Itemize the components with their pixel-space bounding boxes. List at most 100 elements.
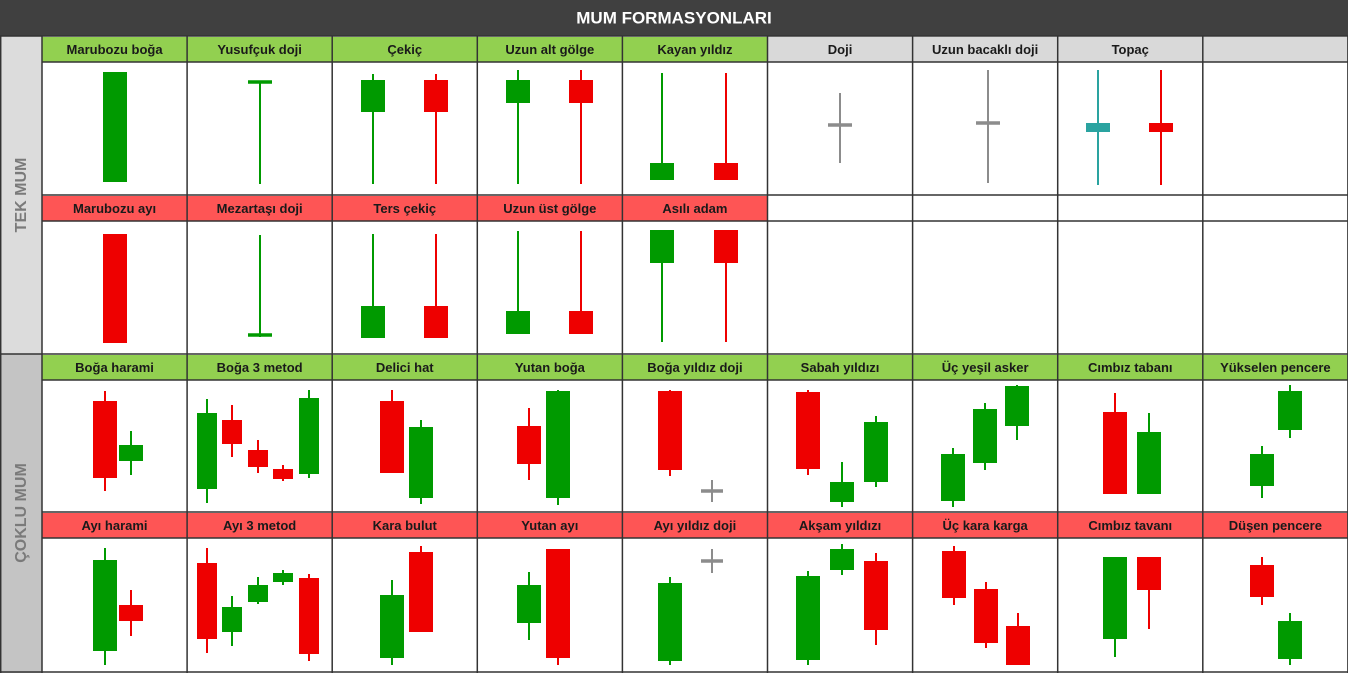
candle-body: [517, 585, 541, 623]
pattern-label: Asılı adam: [662, 201, 727, 216]
cell: [912, 221, 1058, 354]
header-cell: [912, 37, 1058, 62]
cell: [332, 380, 478, 512]
pattern-label: Mezartaşı doji: [217, 201, 303, 216]
header-cell: [767, 513, 913, 538]
pattern-label: Yutan boğa: [515, 360, 586, 375]
candle-body: [273, 469, 293, 479]
header-cell: [477, 37, 623, 62]
candle-body: [864, 561, 888, 630]
header-cell: [187, 37, 333, 62]
cell: [477, 221, 623, 354]
candle-body: [517, 426, 541, 464]
header-cell: [477, 355, 623, 380]
candle-body: [1103, 557, 1127, 639]
header-cell: [912, 513, 1058, 538]
candle-body: [796, 392, 820, 469]
candle-body: [409, 552, 433, 632]
cell: [1202, 62, 1348, 195]
pattern-label: Topaç: [1112, 42, 1149, 57]
header-cell: [912, 355, 1058, 380]
header-cell: [1057, 355, 1203, 380]
candle-body: [1005, 386, 1029, 426]
candle-body: [222, 420, 242, 444]
cell: [622, 221, 768, 354]
candle-body: [569, 311, 593, 334]
pattern-label: Uzun alt gölge: [505, 42, 594, 57]
candle-body: [830, 482, 854, 502]
pattern-label: Uzun üst gölge: [503, 201, 596, 216]
header-cell: [1057, 513, 1203, 538]
cell: [332, 538, 478, 672]
pattern-label: Doji: [828, 42, 853, 57]
pattern-label: Üç yeşil asker: [942, 360, 1029, 375]
title: MUM FORMASYONLARI: [576, 8, 771, 27]
candle-body: [361, 80, 385, 112]
pattern-label: Cımbız tavanı: [1088, 518, 1172, 533]
candle-body: [299, 398, 319, 474]
pattern-label: Uzun bacaklı doji: [932, 42, 1038, 57]
candle-body: [103, 234, 127, 343]
pattern-label: Ayı yıldız doji: [654, 518, 737, 533]
candle-body: [796, 576, 820, 660]
section-label: ÇOKLU MUM: [13, 463, 30, 563]
candle-body: [1137, 432, 1161, 494]
cell: [1057, 380, 1203, 512]
candle-body: [197, 413, 217, 489]
header-cell: [332, 355, 478, 380]
cell: [622, 380, 768, 512]
header-cell: [332, 37, 478, 62]
pattern-label: Boğa yıldız doji: [647, 360, 742, 375]
pattern-label: Ayı 3 metod: [223, 518, 296, 533]
cell: [1057, 221, 1203, 354]
header-cell: [622, 513, 768, 538]
candle-body: [1137, 557, 1161, 590]
candle-body: [942, 551, 966, 598]
candle-body: [119, 605, 143, 621]
candle-body: [714, 163, 738, 180]
pattern-label: Cımbız tabanı: [1088, 360, 1173, 375]
header-cell: [1202, 196, 1348, 221]
candle-body: [506, 80, 530, 103]
candle-body: [248, 450, 268, 467]
candle-body: [273, 573, 293, 582]
header-cell: [622, 37, 768, 62]
candle-body: [1250, 565, 1274, 597]
candle-body: [248, 585, 268, 602]
title-bar: [0, 0, 1348, 36]
pattern-label: Ters çekiç: [373, 201, 436, 216]
candle-body: [93, 560, 117, 651]
candle-body: [93, 401, 117, 478]
cell: [622, 538, 768, 672]
section-band: [0, 354, 42, 673]
candle-body: [380, 401, 404, 473]
candle-body: [941, 454, 965, 501]
header-cell: [1057, 37, 1203, 62]
header-cell: [622, 355, 768, 380]
cell: [332, 62, 478, 195]
cell: [1202, 221, 1348, 354]
header-cell: [622, 196, 768, 221]
candle-body: [103, 72, 127, 182]
cell: [1057, 538, 1203, 672]
candle-body: [650, 230, 674, 263]
pattern-label: Yusufçuk doji: [217, 42, 302, 57]
pattern-label: Çekiç: [387, 42, 422, 57]
header-cell: [1202, 355, 1348, 380]
candle-body: [650, 163, 674, 180]
candle-body: [1086, 123, 1110, 132]
header-cell: [332, 196, 478, 221]
candle-body: [973, 409, 997, 463]
candle-body: [361, 306, 385, 338]
candle-body: [714, 230, 738, 263]
candle-body: [658, 583, 682, 661]
candle-body: [424, 80, 448, 112]
candle-body: [119, 445, 143, 461]
header-cell: [477, 513, 623, 538]
header-cell: [1057, 196, 1203, 221]
pattern-label: Yükselen pencere: [1220, 360, 1331, 375]
pattern-label: Boğa 3 metod: [217, 360, 303, 375]
candle-body: [1278, 621, 1302, 659]
pattern-label: Sabah yıldızı: [801, 360, 880, 375]
